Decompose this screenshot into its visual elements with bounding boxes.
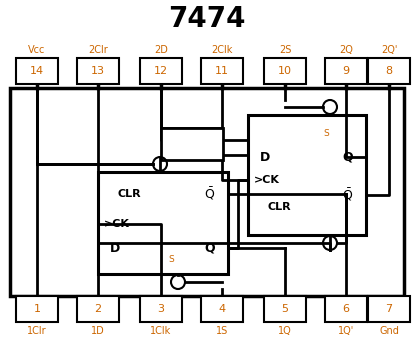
Bar	[98, 172, 228, 274]
Text: 1S: 1S	[215, 326, 228, 336]
Bar	[201, 58, 242, 84]
Bar	[201, 296, 242, 322]
Text: 5: 5	[281, 304, 288, 314]
Text: D: D	[259, 150, 270, 163]
Bar	[324, 58, 366, 84]
Bar	[324, 296, 366, 322]
Text: 1Q': 1Q'	[337, 326, 353, 336]
Text: 9: 9	[342, 66, 349, 76]
Bar	[247, 115, 365, 235]
Text: 6: 6	[342, 304, 349, 314]
Text: 8: 8	[385, 66, 392, 76]
Text: 2Q: 2Q	[338, 45, 352, 55]
Bar	[16, 296, 58, 322]
Text: Q: Q	[342, 150, 352, 163]
Bar	[161, 128, 223, 160]
Bar	[16, 58, 58, 84]
Text: $\bar{\mathrm{Q}}$: $\bar{\mathrm{Q}}$	[204, 186, 215, 202]
Bar	[140, 58, 182, 84]
Text: 1: 1	[33, 304, 40, 314]
Text: S: S	[168, 256, 173, 265]
Text: 3: 3	[157, 304, 164, 314]
Text: D: D	[110, 242, 120, 255]
Text: 1D: 1D	[91, 326, 104, 336]
Text: CLR: CLR	[118, 189, 141, 199]
Text: Vcc: Vcc	[28, 45, 45, 55]
Text: >CK: >CK	[254, 175, 279, 185]
Text: 12: 12	[154, 66, 168, 76]
Bar	[10, 88, 403, 296]
Text: 4: 4	[218, 304, 225, 314]
Bar	[263, 296, 305, 322]
Text: 1Clk: 1Clk	[150, 326, 171, 336]
Bar	[77, 58, 119, 84]
Text: 2Clk: 2Clk	[211, 45, 232, 55]
Text: Gnd: Gnd	[378, 326, 398, 336]
Bar	[263, 58, 305, 84]
Text: www.circuitsgallery.com: www.circuitsgallery.com	[164, 218, 290, 228]
Text: 2Q': 2Q'	[380, 45, 396, 55]
Text: 2: 2	[94, 304, 101, 314]
Text: S: S	[322, 129, 328, 138]
Bar	[140, 296, 182, 322]
Text: 2D: 2D	[154, 45, 168, 55]
Text: 2Clr: 2Clr	[88, 45, 108, 55]
Bar	[77, 296, 119, 322]
Text: Q: Q	[204, 242, 215, 255]
Text: 1Q: 1Q	[278, 326, 291, 336]
Text: 10: 10	[277, 66, 291, 76]
Text: $\bar{\mathrm{Q}}$: $\bar{\mathrm{Q}}$	[342, 187, 353, 203]
Text: 7: 7	[385, 304, 392, 314]
Text: 1Clr: 1Clr	[27, 326, 47, 336]
Text: 7474: 7474	[168, 5, 245, 33]
Bar	[367, 58, 409, 84]
Text: 14: 14	[30, 66, 44, 76]
Text: 2S: 2S	[278, 45, 290, 55]
Text: 13: 13	[91, 66, 105, 76]
Text: >CK: >CK	[104, 219, 130, 229]
Text: CLR: CLR	[267, 202, 291, 212]
Text: 11: 11	[214, 66, 228, 76]
Bar	[367, 296, 409, 322]
